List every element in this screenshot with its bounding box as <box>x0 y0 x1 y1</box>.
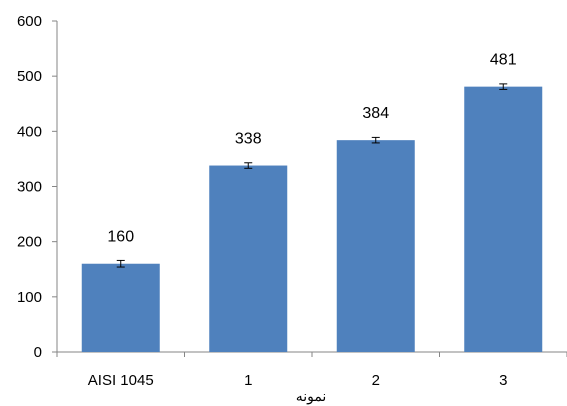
data-label: 481 <box>490 52 517 69</box>
data-label: 160 <box>107 229 134 246</box>
y-tick-label: 400 <box>17 123 42 140</box>
x-axis-labels: AISI 1045 1 2 3 <box>88 372 508 389</box>
x-axis-title: نمونه <box>296 388 327 405</box>
y-tick-label: 200 <box>17 234 42 251</box>
error-bars <box>116 83 508 268</box>
bars <box>81 86 543 353</box>
data-label: 384 <box>362 105 389 122</box>
y-tick-label: 100 <box>17 289 42 306</box>
x-tick-label: 3 <box>499 372 507 389</box>
bar <box>336 140 415 352</box>
data-label: 338 <box>235 131 262 148</box>
bar <box>81 263 160 352</box>
bar <box>209 165 288 352</box>
x-tick-label: AISI 1045 <box>88 372 154 389</box>
bar <box>464 86 543 353</box>
y-tick-label: 0 <box>34 344 42 361</box>
data-labels: 160 338 384 481 <box>107 52 516 246</box>
x-tick-label: 2 <box>372 372 380 389</box>
y-tick-label: 600 <box>17 13 42 30</box>
y-axis-ticks: 0 100 200 300 400 500 600 <box>17 13 57 361</box>
x-tick-label: 1 <box>244 372 252 389</box>
y-tick-label: 300 <box>17 179 42 196</box>
y-tick-label: 500 <box>17 68 42 85</box>
